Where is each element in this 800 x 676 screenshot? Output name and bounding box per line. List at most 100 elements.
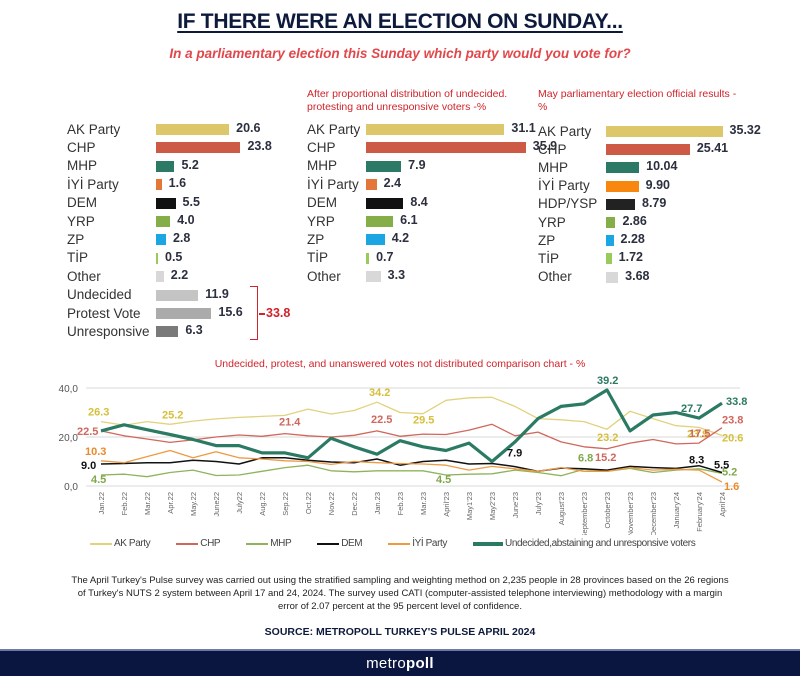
legend-label: CHP — [200, 538, 221, 549]
data-label: 17.5 — [689, 428, 710, 440]
data-label: 26.3 — [88, 407, 109, 419]
bar-label: TİP — [67, 250, 89, 266]
legend-label: AK Party — [114, 538, 151, 549]
bar-label: AK Party — [538, 123, 592, 139]
data-label: 5.2 — [722, 466, 737, 478]
bar-value: 35.9 — [532, 139, 558, 154]
x-tick-label: November'23 — [626, 492, 635, 535]
bar-value: 2.28 — [620, 232, 645, 247]
data-label: 5.5 — [714, 460, 729, 472]
x-tick-label: May2'23 — [488, 492, 497, 520]
bar-row: HDP/YSP 8.79 — [538, 195, 778, 213]
bar-row: YRP 6.1 — [307, 212, 547, 230]
x-tick-label: Jan.22 — [97, 492, 106, 515]
legend-swatch — [90, 542, 112, 545]
page-subtitle: In a parliamentary election this Sunday … — [169, 46, 631, 61]
bar-value: 10.04 — [646, 159, 678, 174]
source-line: SOURCE: METROPOLL TURKEY'S PULSE APRIL 2… — [264, 626, 536, 638]
bar-label: ZP — [307, 231, 325, 247]
bar — [366, 234, 385, 246]
bar-row: MHP 5.2 — [67, 157, 307, 175]
bar-row: İYİ Party 2.4 — [307, 175, 547, 193]
bar — [366, 124, 505, 135]
x-tick-label: Mar.22 — [143, 492, 152, 515]
bar-label: YRP — [307, 213, 335, 229]
series-line — [100, 388, 723, 464]
bar-row: Other 3.3 — [307, 267, 547, 285]
legend-label: MHP — [270, 538, 292, 549]
bar — [366, 179, 377, 191]
data-label: 7.9 — [507, 448, 522, 460]
bar-row: YRP 2.86 — [538, 213, 778, 231]
bar-value: 0.7 — [376, 249, 394, 264]
data-label: 23.2 — [597, 432, 618, 444]
legend-label: Undecided,abstaining and unresponsive vo… — [505, 538, 696, 549]
x-tick-label: July'23 — [534, 492, 543, 515]
bar-value: 2.86 — [622, 214, 647, 228]
bar-row: TİP 1.72 — [538, 249, 778, 267]
bar — [606, 162, 640, 174]
bar-value: 1.72 — [618, 250, 644, 265]
data-label: 10.3 — [85, 446, 106, 458]
legend-label: DEM — [341, 538, 363, 549]
undecided-total: 33.8 — [266, 306, 291, 320]
legend-swatch — [388, 542, 411, 545]
data-label: 20.6 — [722, 433, 743, 445]
bar-row: TİP 0.7 — [307, 249, 547, 267]
bar — [156, 271, 164, 283]
legend-item: AK Party — [90, 538, 151, 549]
series-line — [100, 449, 723, 483]
x-tick-label: July22 — [235, 492, 244, 514]
x-tick-label: September'23 — [580, 492, 589, 535]
x-tick-label: Jan.23 — [373, 492, 382, 515]
bar-label: MHP — [538, 159, 568, 175]
bar-row: AK Party 31.1 — [307, 120, 547, 138]
bar-value: 8.79 — [642, 195, 667, 210]
bar-row: ZP 2.8 — [67, 230, 307, 248]
data-label: 4.5 — [91, 474, 106, 486]
bar — [366, 216, 394, 227]
bar — [606, 253, 612, 265]
bar-row: Other 2.2 — [67, 267, 307, 285]
x-tick-label: June22 — [212, 492, 221, 517]
data-label: 8.3 — [689, 455, 704, 467]
x-tick-label: Sep.22 — [281, 492, 290, 516]
bar — [156, 216, 171, 227]
bar-value: 8.4 — [410, 194, 428, 209]
bar-value: 20.6 — [236, 121, 261, 135]
bar — [606, 235, 614, 247]
bar — [366, 160, 402, 172]
y-tick-label: 40,0 — [59, 384, 79, 395]
distributed-caption: After proportional distribution of undec… — [307, 88, 508, 113]
bar-value: 6.3 — [185, 323, 203, 338]
bar-label: Other — [538, 269, 572, 285]
data-label: 23.9 — [687, 428, 708, 440]
bar-label: CHP — [538, 141, 567, 157]
legend-item: MHP — [246, 538, 292, 549]
data-label: 33.8 — [726, 396, 747, 408]
x-tick-label: December'23 — [649, 492, 658, 535]
legend-item: Undecided,abstaining and unresponsive vo… — [473, 538, 696, 549]
data-label: 6.8 — [578, 452, 593, 464]
legend-swatch — [473, 541, 503, 546]
bar-row: Other 3.68 — [538, 268, 778, 286]
undecided-bracket — [250, 286, 258, 340]
bar-label: DEM — [307, 195, 337, 211]
bar-label: İYİ Party — [307, 176, 359, 192]
bar-value: 3.3 — [387, 268, 406, 283]
x-tick-label: Oct.22 — [304, 492, 313, 514]
bar — [156, 252, 158, 264]
bar-value: 5.5 — [182, 194, 200, 209]
bar — [366, 252, 370, 264]
legend-item: DEM — [317, 538, 363, 549]
bar-value: 1.6 — [168, 176, 187, 191]
title-text: IF THERE WERE AN ELECTION ON SUNDAY... — [177, 10, 623, 33]
y-tick-label: 20,0 — [59, 433, 79, 444]
x-tick-label: October'23 — [603, 492, 612, 528]
bar-row: MHP 7.9 — [307, 157, 547, 175]
data-label: 4.5 — [436, 474, 451, 486]
bar-row: AK Party 35.32 — [538, 122, 778, 140]
data-label: 21.4 — [279, 417, 301, 429]
x-tick-label: April'23 — [442, 492, 451, 517]
bar-label: TİP — [538, 250, 560, 266]
